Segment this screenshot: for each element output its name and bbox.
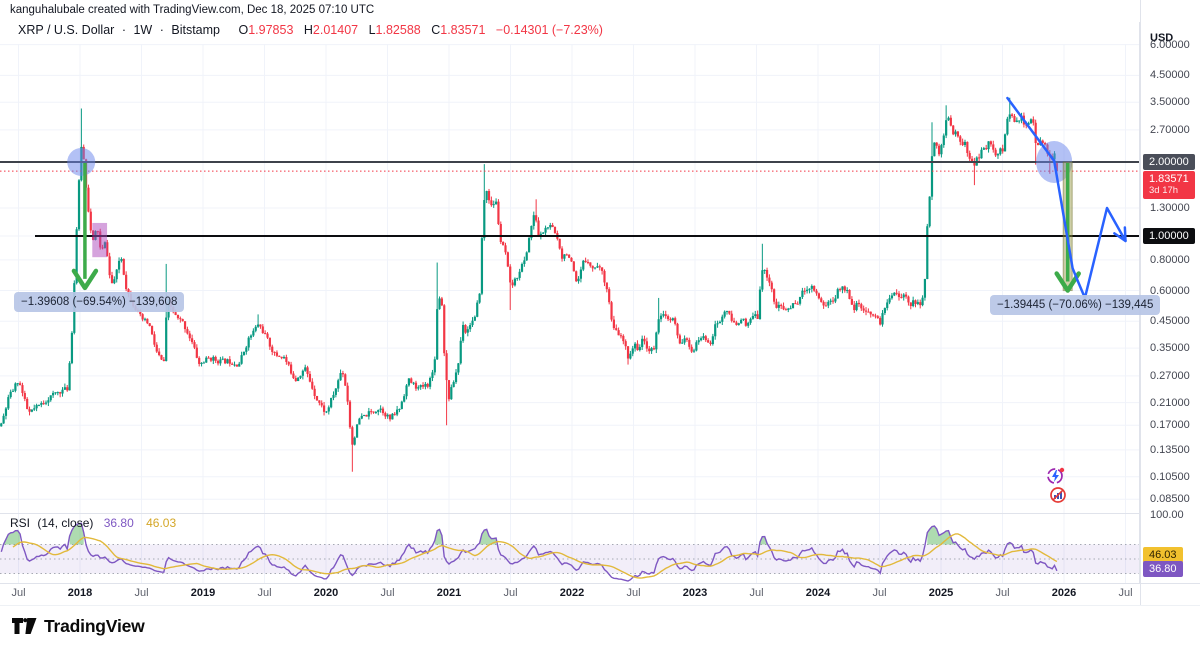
price-level-badge-1: 1.00000 (1143, 228, 1195, 244)
time-tick: 2021 (436, 587, 462, 599)
price-tick: 0.27000 (1150, 369, 1190, 382)
exchange-label: Bitstamp (171, 23, 220, 37)
price-tick: 0.35000 (1150, 342, 1190, 355)
interval-label: 1W (133, 23, 153, 37)
time-tick: Jul (11, 587, 26, 599)
last-price-value: 1.83571 (1149, 173, 1189, 185)
last-price-badge: 1.83571 3d 17h (1143, 171, 1195, 199)
price-tick: 0.45000 (1150, 315, 1190, 328)
time-tick: Jul (1118, 587, 1133, 599)
time-tick: 2025 (928, 587, 954, 599)
footer: TradingView (0, 605, 1200, 647)
price-tick: 0.17000 (1150, 419, 1190, 432)
close-value: 1.83571 (440, 23, 486, 37)
price-level-badge-2: 2.00000 (1143, 154, 1195, 170)
bar-countdown: 3d 17h (1149, 185, 1179, 196)
tradingview-logo[interactable]: TradingView (12, 615, 145, 637)
time-tick: Jul (257, 587, 272, 599)
symbol-title: XRP / U.S. Dollar (18, 23, 115, 37)
rsi-scale-top: 100.00 (1150, 509, 1184, 521)
time-tick: 2019 (190, 587, 216, 599)
price-tick: 0.21000 (1150, 396, 1190, 409)
chart-canvas[interactable]: −1.39608 (−69.54%) −139,608 −1.39445 (−7… (0, 0, 1161, 605)
rsi-title: RSI (10, 516, 31, 530)
legend-separator: · (159, 23, 164, 37)
time-tick: Jul (626, 587, 641, 599)
ohlc-values: O1.97853 H2.01407 L1.82588 C1.83571 −0.1… (238, 23, 603, 37)
low-value: 1.82588 (375, 23, 421, 37)
tradingview-logo-icon (12, 618, 37, 634)
time-tick: Jul (995, 587, 1010, 599)
measurement-label-right[interactable]: −1.39445 (−70.06%) −139,445 (990, 295, 1161, 315)
time-tick: 2024 (805, 587, 831, 599)
rsi-ma-value: 46.03 (146, 516, 177, 530)
time-tick: Jul (380, 587, 395, 599)
price-tick: 3.50000 (1150, 96, 1190, 109)
rsi-ma-badge: 46.03 (1143, 547, 1183, 563)
price-tick: 4.50000 (1150, 69, 1190, 82)
rsi-legend: RSI (14, close) 36.80 46.03 (10, 516, 176, 530)
time-tick: 2020 (313, 587, 339, 599)
price-tick: 6.00000 (1150, 38, 1190, 51)
time-tick: 2026 (1051, 587, 1077, 599)
no-chart-icon (1050, 487, 1066, 503)
time-tick: 2023 (682, 587, 708, 599)
time-tick: Jul (749, 587, 764, 599)
chart-legend: XRP / U.S. Dollar · 1W · Bitstamp O1.978… (18, 23, 603, 37)
attribution-text: kanguhalubale created with TradingView.c… (10, 4, 375, 16)
legend-separator: · (121, 23, 126, 37)
open-value: 1.97853 (248, 23, 294, 37)
price-tick: 0.08500 (1150, 493, 1190, 506)
price-tick: 1.30000 (1150, 201, 1190, 214)
time-tick: Jul (134, 587, 149, 599)
price-tick: 2.70000 (1150, 123, 1190, 136)
rsi-params: (14, close) (37, 516, 94, 530)
price-tick: 0.60000 (1150, 284, 1190, 297)
time-tick: Jul (872, 587, 887, 599)
rsi-badge: 36.80 (1143, 561, 1183, 577)
measurement-label-left[interactable]: −1.39608 (−69.54%) −139,608 (14, 292, 185, 312)
price-axis-unit: USD (1150, 32, 1174, 44)
price-tick: 0.13500 (1150, 443, 1190, 456)
rsi-value: 36.80 (103, 516, 134, 530)
time-tick: 2022 (559, 587, 585, 599)
price-tick: 0.80000 (1150, 253, 1190, 266)
axis-separator (0, 583, 1200, 584)
time-axis[interactable]: Jul 2018 Jul 2019 Jul 2020 Jul 2021 Jul 2022 Jul 20… (0, 583, 1140, 605)
brand-name: TradingView (44, 615, 145, 636)
time-tick: Jul (503, 587, 518, 599)
high-value: 2.01407 (312, 23, 359, 37)
change-value: −0.14301 (−7.23%) (495, 23, 603, 37)
time-tick: 2018 (67, 587, 93, 599)
price-tick: 0.10500 (1150, 470, 1190, 483)
lightning-refresh-icon (1047, 467, 1065, 484)
